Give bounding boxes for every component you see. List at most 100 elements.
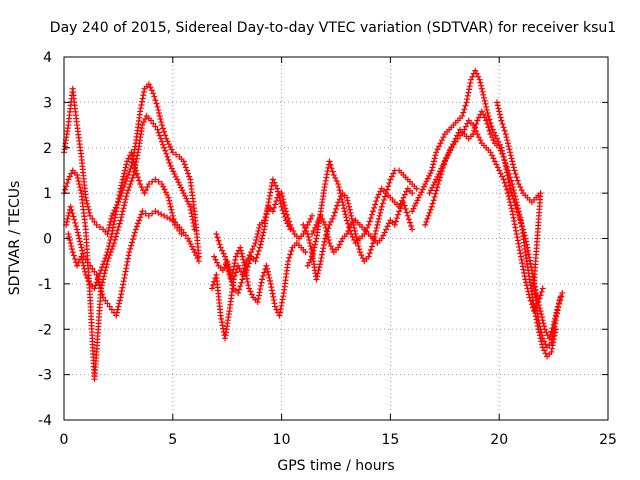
data-point (108, 212, 115, 219)
data-point (78, 253, 85, 260)
data-point (254, 230, 261, 237)
data-point (447, 146, 454, 153)
data-point (310, 247, 317, 254)
data-point (336, 241, 343, 248)
data-point (93, 279, 100, 286)
data-point (114, 306, 121, 313)
data-point (86, 209, 93, 216)
data-point (464, 120, 471, 127)
data-point (507, 149, 514, 156)
data-point (496, 167, 503, 174)
data-point (133, 223, 140, 230)
data-point (224, 265, 231, 272)
data-point (256, 224, 263, 231)
data-point (164, 138, 171, 145)
data-point (504, 167, 511, 174)
data-point (378, 203, 385, 210)
data-point (253, 254, 260, 261)
data-point (94, 276, 101, 283)
data-point (434, 173, 441, 180)
data-point (122, 268, 129, 275)
data-point (122, 164, 129, 171)
data-point (427, 206, 434, 213)
data-point (368, 243, 375, 250)
data-point (142, 116, 149, 123)
data-point (443, 154, 450, 161)
data-point (499, 150, 506, 157)
data-point (124, 158, 131, 165)
data-point (259, 276, 266, 283)
data-point (334, 202, 341, 209)
data-point (229, 269, 236, 276)
data-point (327, 161, 334, 168)
data-point (375, 191, 382, 198)
data-point (467, 76, 474, 83)
data-point (106, 303, 113, 310)
data-point (186, 238, 193, 245)
data-point (253, 237, 260, 244)
data-point (510, 187, 517, 194)
data-point (537, 292, 544, 299)
data-point (113, 312, 120, 319)
data-point (282, 217, 289, 224)
data-point (272, 201, 279, 208)
data-point (111, 217, 118, 224)
data-point (167, 162, 174, 169)
data-point (108, 306, 115, 313)
data-point (427, 187, 434, 194)
data-point (535, 317, 542, 324)
data-point (62, 186, 69, 193)
data-point (169, 212, 176, 219)
data-point (440, 160, 447, 167)
data-point (138, 211, 145, 218)
data-point (276, 194, 283, 201)
data-point (162, 132, 169, 139)
data-point (497, 170, 504, 177)
data-point (114, 201, 121, 208)
data-point (314, 218, 321, 225)
data-point (137, 105, 144, 112)
data-point (272, 182, 279, 189)
x-axis-label: GPS time / hours (277, 458, 394, 474)
data-point (300, 221, 307, 228)
data-point (182, 232, 189, 239)
data-point (507, 174, 514, 181)
data-point (261, 269, 268, 276)
data-point (226, 271, 233, 278)
data-point (128, 149, 135, 156)
data-point (251, 243, 258, 250)
data-point (129, 239, 136, 246)
data-point (156, 132, 163, 139)
data-point (476, 76, 483, 83)
data-point (538, 288, 545, 295)
y-tick-label: -3 (38, 368, 52, 384)
data-point (127, 245, 134, 252)
data-point (305, 233, 312, 240)
data-point (525, 247, 532, 254)
data-point (537, 326, 544, 333)
data-point (371, 204, 378, 211)
data-point (319, 251, 326, 258)
data-point (497, 114, 504, 121)
data-point (119, 208, 126, 215)
data-point (133, 170, 140, 177)
data-point (428, 167, 435, 174)
data-point (512, 170, 519, 177)
data-point (105, 243, 112, 250)
data-point (519, 263, 526, 270)
data-point (335, 244, 342, 251)
data-point (134, 152, 141, 159)
data-point (123, 178, 130, 185)
data-point (70, 252, 77, 259)
data-point (508, 155, 515, 162)
data-point (434, 184, 441, 191)
data-point (431, 155, 438, 162)
data-point (114, 227, 121, 234)
data-point (195, 258, 202, 265)
data-point (85, 206, 92, 213)
data-point (402, 206, 409, 213)
data-point (287, 251, 294, 258)
data-point (155, 178, 162, 185)
data-point (130, 236, 137, 243)
data-point (95, 273, 102, 280)
